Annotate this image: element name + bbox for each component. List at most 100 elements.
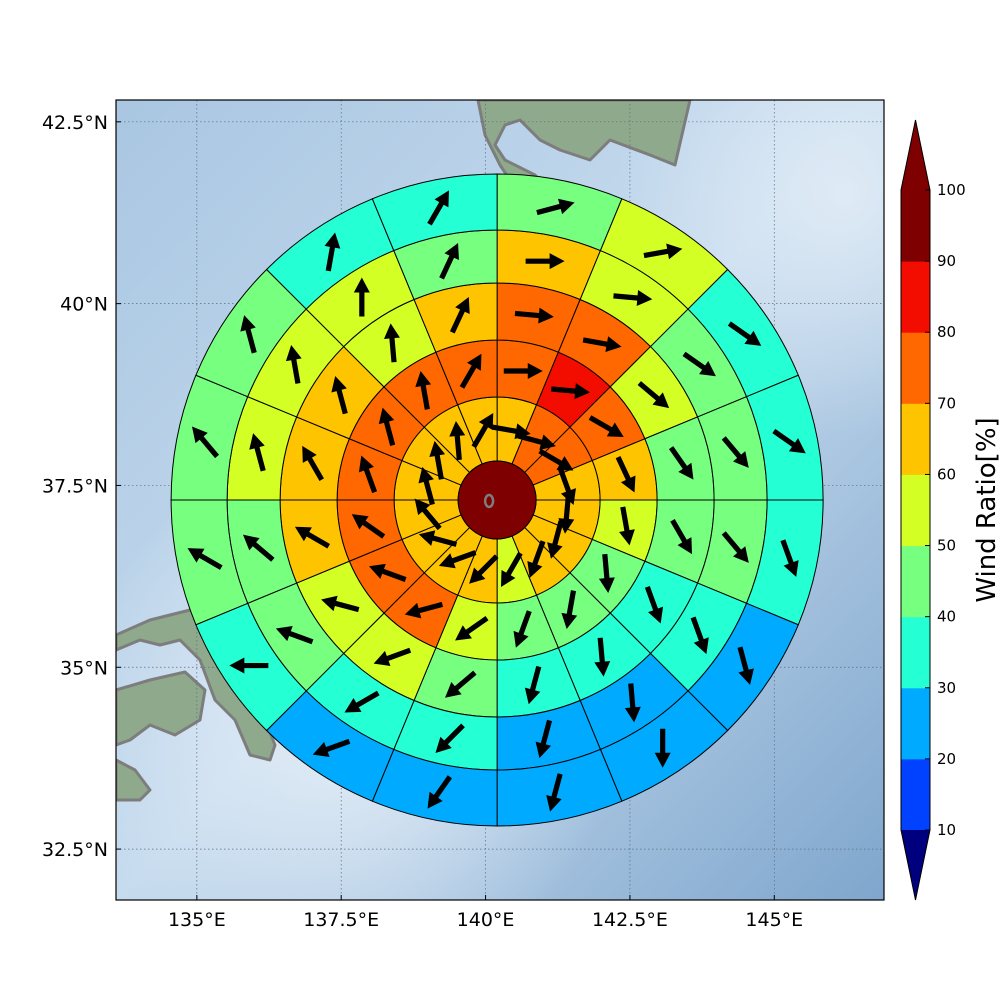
wind-arrow-ring3-s5 [670, 519, 692, 555]
lon-tick-label: 145°E [745, 909, 803, 931]
wind-arrow-ring3-s14 [331, 375, 348, 415]
colorbar-tick-label: 50 [937, 537, 956, 555]
wind-arrow-ring3-s16 [449, 296, 470, 334]
wind-arrow-ring4-s10 [344, 690, 380, 713]
wind-arrow-ring1-s11 [418, 530, 458, 547]
lon-tick-label: 135°E [168, 909, 226, 931]
wind-arrow-ring1-s15 [449, 421, 466, 461]
colorbar-tick-label: 20 [937, 750, 956, 768]
wind-arrow-ring1-s4 [557, 467, 576, 505]
colorbar-tick-label: 30 [937, 679, 956, 697]
wind-arrow-ring5-s10 [312, 738, 351, 758]
wind-arrow-ring2-s6 [598, 553, 615, 593]
wind-arrow-ring5-s9 [427, 775, 453, 809]
colorbar-tick-label: 100 [937, 181, 966, 199]
colorbar-extend-max [901, 120, 930, 190]
wind-arrow-ring3-s7 [594, 637, 611, 677]
wind-arrow-ring3-s9 [445, 670, 477, 698]
wind-arrow-ring2-s11 [368, 563, 407, 582]
wind-arrow-ring1-s16 [471, 413, 494, 449]
wind-arrow-ring1-s13 [418, 466, 435, 506]
wind-arrow-ring5-s2 [643, 243, 683, 260]
wind-arrow-ring4-s13 [249, 433, 266, 472]
wind-arrow-ring3-s13 [302, 445, 324, 481]
colorbar-extend-min [901, 830, 930, 900]
colorbar-tick-label: 90 [937, 252, 956, 270]
wind-arrow-ring3-s2 [582, 336, 622, 353]
colorbar-title: Wind Ratio[%] [972, 417, 1000, 602]
colorbar-segment-70-80 [901, 332, 930, 404]
wind-arrow-ring2-s12 [351, 514, 386, 539]
wind-arrow-ring3-s6 [644, 585, 664, 624]
wind-arrow-ring3-s12 [294, 526, 330, 549]
wind-arrow-ring4-s14 [285, 345, 302, 384]
colorbar-tick-label: 60 [937, 465, 956, 483]
center-disc [457, 460, 537, 540]
wind-arrow-ring1-s9 [469, 554, 499, 584]
wind-arrow-ring5-s6 [737, 646, 754, 685]
colorbar-segment-30-40 [901, 616, 930, 689]
wind-arrow-ring1-s7 [527, 540, 546, 578]
wind-arrow-ring4-s1 [525, 253, 565, 270]
colorbar-segment-50-60 [901, 474, 930, 547]
wind-arrow-ring2-s3 [588, 415, 624, 437]
lon-tick-label: 142.5°E [592, 909, 668, 931]
wind-arrow-ring5-s11 [229, 657, 269, 674]
wind-arrow-ring4-s2 [613, 290, 653, 306]
land-shikoku [116, 670, 207, 747]
wind-arrow-ring5-s5 [780, 539, 799, 577]
wind-arrow-ring2-s4 [615, 456, 636, 493]
wind-arrow-ring5-s4 [772, 428, 806, 454]
wind-arrow-ring5-s8 [546, 773, 563, 812]
wind-arrow-ring3-s4 [668, 446, 694, 480]
lat-tick-label: 40°N [60, 294, 108, 316]
wind-arrow-ring3-s1 [514, 307, 554, 324]
wind-arrow-ring2-s5 [619, 506, 635, 546]
wind-arrow-ring4-s12 [242, 534, 275, 562]
lat-tick-label: 42.5°N [42, 112, 108, 134]
wind-ratio-sectors [170, 173, 824, 827]
colorbar-segment-20-30 [901, 687, 930, 760]
axis-ticks: 135°E 137.5°E 140°E 142.5°E 145°E 42.5°N 40°N 3… [42, 112, 803, 931]
colorbar-segment-90-100 [901, 190, 930, 262]
wind-arrow-ring1-s12 [414, 498, 442, 531]
wind-arrow-ring4-s11 [275, 626, 314, 645]
wind-arrows [187, 190, 806, 812]
wind-arrow-ring4-s16 [439, 243, 459, 280]
wind-arrow-ring3-s10 [373, 647, 412, 666]
colorbar-tick-label: 10 [937, 821, 956, 839]
wind-arrow-ring3-s15 [383, 323, 400, 363]
colorbar-segment-60-70 [901, 403, 930, 475]
lon-tick-label: 137.5°E [303, 909, 379, 931]
wind-arrow-ring5-s13 [191, 426, 220, 459]
wind-arrow-ring4-s7 [624, 683, 641, 723]
wind-arrow-ring2-s2 [551, 383, 591, 400]
wind-arrow-ring3-s11 [321, 595, 360, 613]
land-kyushu-edge [116, 758, 152, 802]
map-frame [115, 99, 885, 901]
wind-arrow-ring5-s1 [536, 198, 575, 216]
wind-arrow-ring2-s8 [513, 610, 532, 648]
wind-arrow-ring5-s12 [187, 548, 223, 570]
wind-arrow-ring2-s10 [404, 601, 444, 619]
wind-arrow-ring2-s9 [455, 615, 489, 641]
wind-arrow-ring2-s7 [561, 590, 578, 630]
wind-arrow-ring5-s14 [240, 315, 257, 354]
wind-arrow-ring2-s14 [378, 407, 396, 446]
lat-tick-label: 37.5°N [42, 475, 108, 497]
wind-arrow-ring5-s16 [427, 190, 449, 226]
wind-arrow-ring5-s15 [324, 232, 341, 272]
center-island-outline [483, 493, 495, 509]
wind-arrow-ring4-s3 [682, 351, 716, 377]
wind-arrow-ring5-s3 [727, 321, 762, 346]
wind-arrow-ring1-s8 [500, 551, 523, 587]
wind-arrow-ring3-s8 [524, 665, 542, 705]
colorbar-segment-80-90 [901, 261, 930, 333]
wind-arrow-ring1-s2 [517, 433, 556, 450]
wind-arrow-ring2-s15 [415, 370, 432, 410]
wind-arrow-ring1-s6 [547, 520, 564, 559]
lon-tick-label: 140°E [457, 909, 515, 931]
colorbar: 10 20 30 40 50 60 70 80 90 100 Wind Ratio[%] [900, 119, 1000, 901]
wind-arrow-ring4-s15 [353, 277, 370, 317]
